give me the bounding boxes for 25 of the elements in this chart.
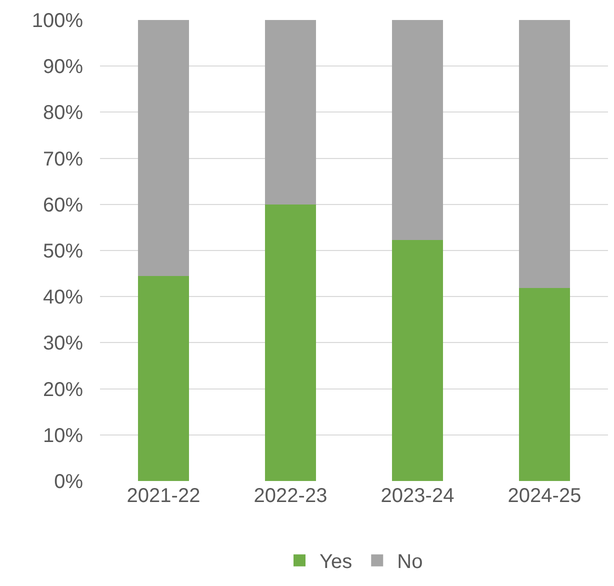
y-tick-label: 60%: [42, 194, 84, 216]
bar: [519, 20, 570, 288]
bar: [138, 20, 189, 276]
y-tick-label: 90%: [42, 56, 84, 78]
y-tick-label: 50%: [42, 240, 84, 262]
x-tick-label: 2023-24: [380, 485, 454, 507]
x-tick-label: 2021-22: [126, 485, 200, 507]
y-tick-label: 0%: [54, 471, 84, 493]
bar: [519, 288, 570, 481]
y-tick-label: 30%: [42, 332, 84, 355]
bar: [138, 276, 189, 481]
bar: [265, 20, 316, 204]
bar: [392, 240, 443, 481]
bar: [265, 204, 316, 481]
y-tick-label: 20%: [42, 378, 84, 401]
y-tick-label: 80%: [42, 102, 84, 124]
y-tick-label: 100%: [32, 10, 84, 32]
x-tick-label: 2022-23: [254, 485, 328, 507]
y-tick-label: 10%: [42, 424, 84, 447]
legend-label: No: [397, 551, 423, 574]
x-tick-label: 2024-25: [508, 485, 582, 507]
bar: [392, 20, 443, 240]
y-tick-label: 70%: [42, 148, 84, 170]
y-tick-label: 40%: [42, 286, 84, 309]
legend-label: Yes: [320, 551, 352, 574]
